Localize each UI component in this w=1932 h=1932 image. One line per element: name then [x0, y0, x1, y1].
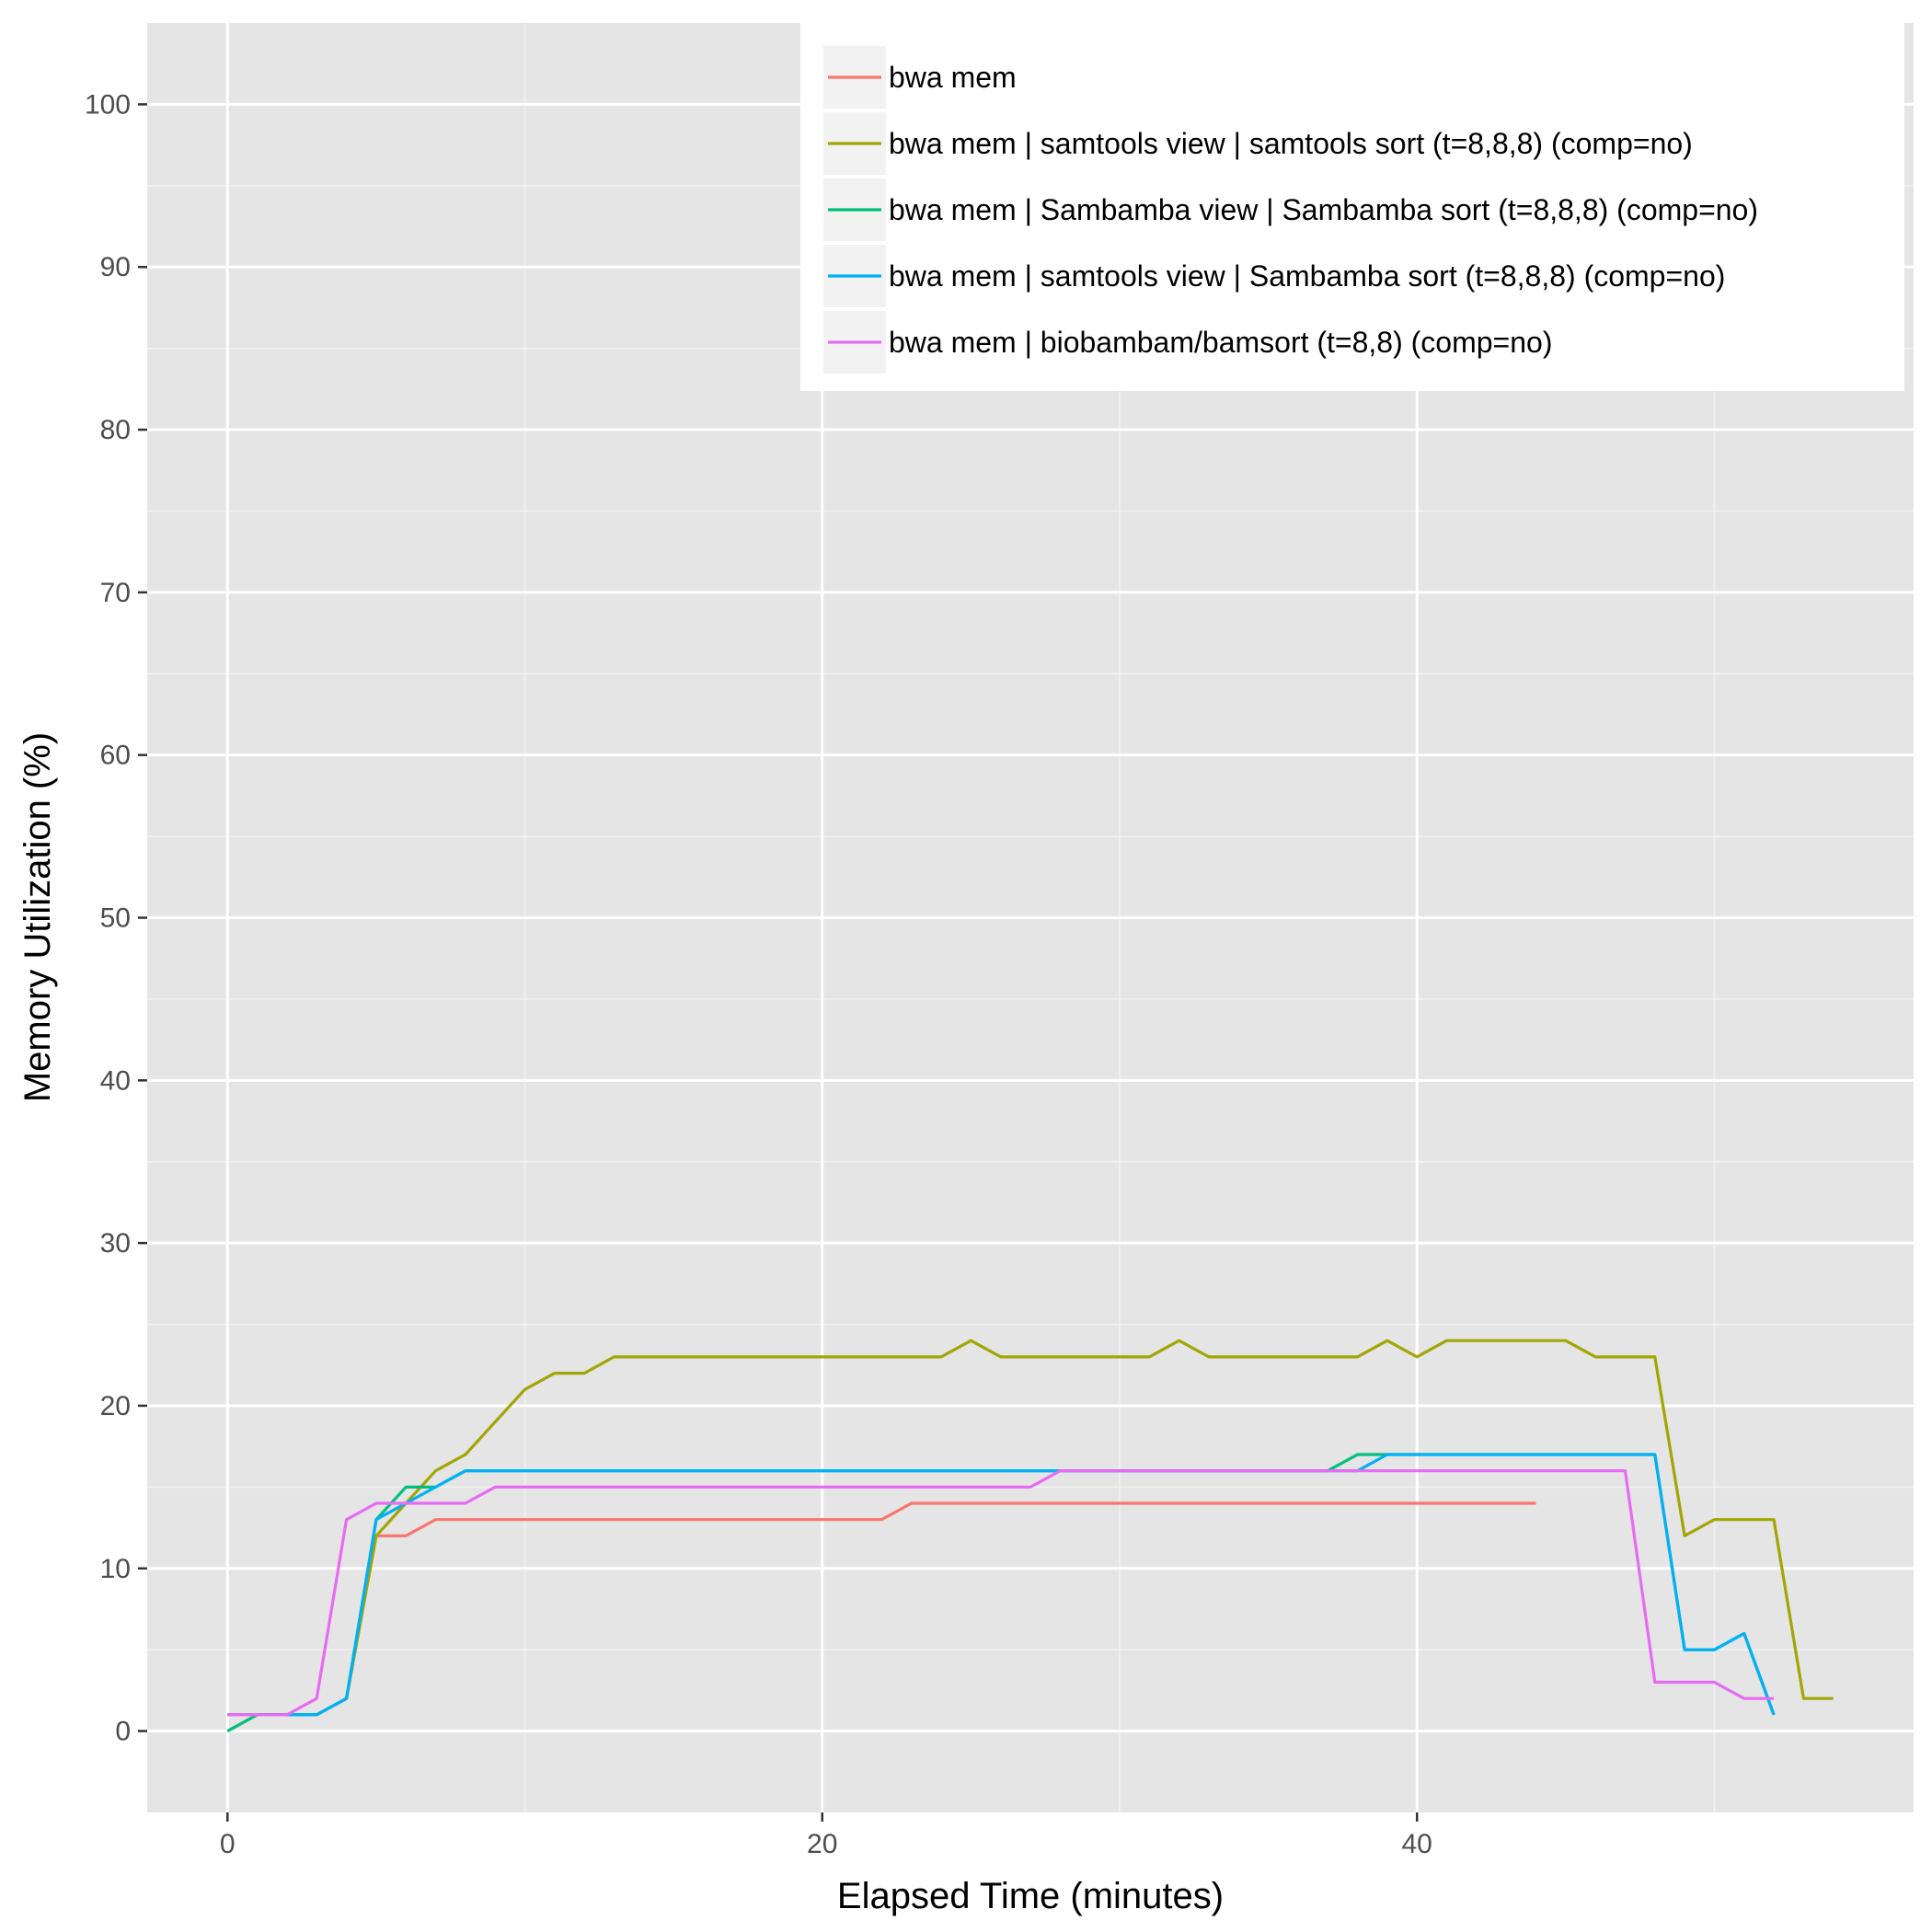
series-line-1: [227, 1501, 1536, 1717]
y-tick-label: 90: [100, 252, 131, 282]
legend: bwa mem bwa mem | samtools view | samtool…: [800, 23, 1904, 391]
x-axis: 0 20 40: [220, 1812, 1432, 1859]
legend-label: bwa mem | samtools view | Sambamba sort …: [889, 259, 1725, 293]
y-tick-label: 10: [100, 1554, 131, 1584]
legend-label: bwa mem | biobambam/bamsort (t=8,8) (com…: [889, 326, 1552, 359]
y-axis-title: Memory Utilization (%): [17, 732, 58, 1102]
y-tick-label: 50: [100, 903, 131, 934]
x-tick-label: 40: [1402, 1829, 1432, 1859]
y-tick-label: 80: [100, 415, 131, 445]
legend-label: bwa mem | samtools view | samtools sort …: [889, 127, 1693, 160]
series-line-5: [227, 1469, 1775, 1717]
y-tick-label: 70: [100, 578, 131, 608]
legend-box: [800, 23, 1904, 391]
series-line-2: [226, 1339, 1834, 1733]
y-tick-label: 20: [100, 1391, 131, 1421]
legend-label: bwa mem: [889, 61, 1017, 94]
legend-label: bwa mem | Sambamba view | Sambamba sort …: [889, 193, 1758, 226]
y-tick-label: 60: [100, 741, 131, 771]
x-axis-title: Elapsed Time (minutes): [837, 1876, 1224, 1916]
series-lines: [226, 1339, 1834, 1733]
y-tick-label: 30: [100, 1228, 131, 1259]
x-tick-label: 20: [807, 1829, 837, 1859]
y-tick-label: 0: [115, 1717, 131, 1747]
y-axis: 0 10 20 30 40 50 60 70 80 90 100: [85, 89, 147, 1747]
series-line-4: [227, 1453, 1776, 1717]
y-tick-label: 100: [85, 89, 131, 120]
y-tick-label: 40: [100, 1065, 131, 1096]
x-tick-label: 0: [220, 1829, 236, 1859]
